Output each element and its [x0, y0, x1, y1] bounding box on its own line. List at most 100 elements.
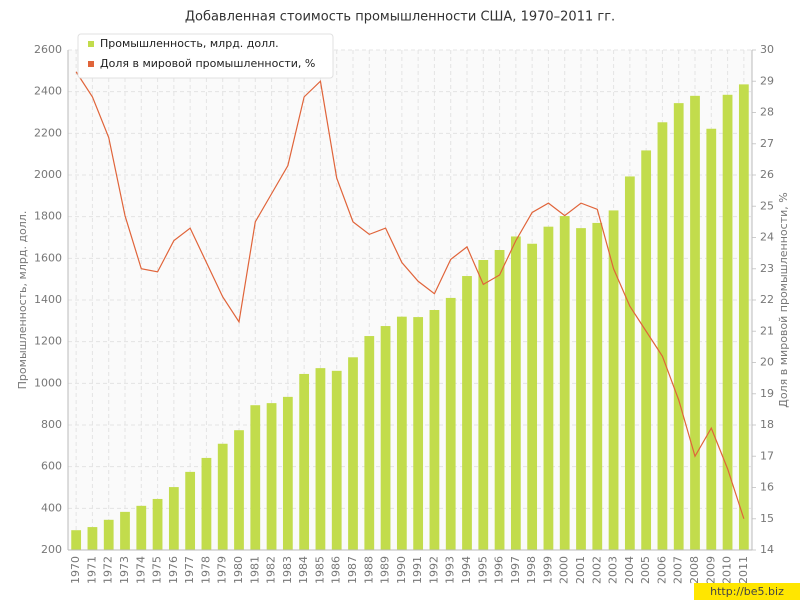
bar: [217, 443, 228, 550]
bar: [527, 243, 538, 550]
bar: [559, 216, 570, 550]
y2-tick-label: 28: [760, 106, 774, 119]
x-tick-label: 2007: [672, 556, 685, 584]
bar: [543, 226, 554, 550]
bar: [331, 370, 342, 550]
y2-axis-label: Доля в мировой промышленности, %: [777, 192, 790, 407]
y2-tick-label: 14: [760, 543, 774, 556]
x-tick-label: 1988: [362, 556, 375, 584]
y2-tick-label: 15: [760, 512, 774, 525]
bar: [624, 176, 635, 551]
y2-tick-label: 23: [760, 262, 774, 275]
y2-tick-label: 17: [760, 449, 774, 462]
y2-tick-label: 20: [760, 356, 774, 369]
y2-tick-label: 21: [760, 324, 774, 337]
y2-tick-label: 22: [760, 293, 774, 306]
legend-swatch: [88, 41, 94, 47]
bar: [120, 511, 130, 550]
y-tick-label: 800: [41, 418, 62, 431]
y-tick-label: 1400: [34, 293, 62, 306]
line: [75, 71, 745, 519]
y-tick-label: 2000: [34, 168, 62, 181]
bar: [87, 527, 98, 550]
bar: [429, 310, 440, 550]
y2-tick-label: 25: [760, 199, 774, 212]
x-tick-label: 1984: [297, 556, 310, 584]
bar: [168, 487, 179, 550]
y-tick-label: 1000: [34, 376, 62, 389]
x-tick-label: 1985: [313, 556, 326, 584]
y-tick-label: 400: [41, 501, 62, 514]
x-tick-label: 1974: [134, 556, 147, 584]
y2-tick-label: 19: [760, 387, 774, 400]
x-tick-label: 1979: [216, 556, 229, 584]
bar: [71, 530, 82, 550]
x-tick-label: 1976: [167, 556, 180, 584]
y-tick-label: 2400: [34, 85, 62, 98]
x-tick-label: 1993: [444, 556, 457, 584]
x-tick-label: 1983: [281, 556, 294, 584]
legend-label: Доля в мировой промышленности, %: [100, 57, 315, 70]
x-tick-label: 2006: [655, 556, 668, 584]
x-tick-label: 1975: [151, 556, 164, 584]
y-tick-label: 1600: [34, 251, 62, 264]
x-tick-label: 1994: [460, 556, 473, 584]
bar: [413, 317, 424, 550]
x-tick-label: 1970: [69, 556, 82, 584]
x-tick-label: 1992: [427, 556, 440, 584]
bar: [690, 95, 700, 550]
bar: [201, 457, 212, 550]
watermark: http://be5.biz: [710, 585, 784, 598]
bar: [706, 128, 717, 550]
bar: [234, 430, 244, 550]
legend-label: Промышленность, млрд. долл.: [100, 37, 279, 50]
y-tick-label: 600: [41, 460, 62, 473]
x-tick-label: 1978: [199, 556, 212, 584]
bar: [250, 405, 261, 550]
bar: [510, 236, 521, 551]
x-tick-label: 2008: [688, 556, 701, 584]
y2-tick-label: 29: [760, 74, 774, 87]
x-tick-label: 2000: [558, 556, 571, 584]
bar: [364, 336, 375, 550]
bar: [299, 373, 310, 550]
y2-tick-label: 16: [760, 481, 774, 494]
x-tick-label: 1980: [232, 556, 245, 584]
bar: [348, 357, 358, 550]
y2-tick-label: 27: [760, 137, 774, 150]
y2-tick-label: 24: [760, 231, 774, 244]
bar: [152, 498, 163, 550]
bar: [608, 210, 619, 550]
y2-tick-label: 18: [760, 418, 774, 431]
x-tick-label: 2010: [721, 556, 734, 584]
x-tick-label: 2003: [607, 556, 620, 584]
bar: [136, 505, 147, 550]
bar: [657, 122, 668, 551]
x-tick-label: 1971: [85, 556, 98, 584]
x-tick-label: 1999: [541, 556, 554, 584]
y-tick-label: 2200: [34, 126, 62, 139]
y-axis-label: Промышленность, млрд. долл.: [16, 211, 29, 390]
x-tick-label: 2011: [737, 556, 750, 584]
x-tick-label: 1972: [102, 556, 115, 584]
bar: [576, 228, 586, 550]
bar: [103, 519, 114, 550]
y-tick-label: 200: [41, 543, 62, 556]
x-tick-label: 2005: [639, 556, 652, 584]
chart-title: Добавленная стоимость промышленности США…: [185, 10, 615, 25]
bar: [722, 94, 733, 551]
x-tick-label: 1990: [395, 556, 408, 584]
x-tick-label: 1998: [525, 556, 538, 584]
x-tick-label: 1973: [118, 556, 131, 584]
x-tick-label: 2002: [590, 556, 603, 584]
y2-tick-label: 30: [760, 43, 774, 56]
x-tick-label: 2001: [574, 556, 587, 584]
y-tick-label: 1200: [34, 335, 62, 348]
bar: [445, 297, 456, 550]
x-tick-label: 1982: [265, 556, 278, 584]
x-tick-label: 1997: [509, 556, 522, 584]
bar: [494, 250, 505, 550]
watermark-bg: [694, 583, 800, 600]
legend-box: [77, 33, 334, 79]
x-tick-label: 1986: [330, 556, 343, 584]
